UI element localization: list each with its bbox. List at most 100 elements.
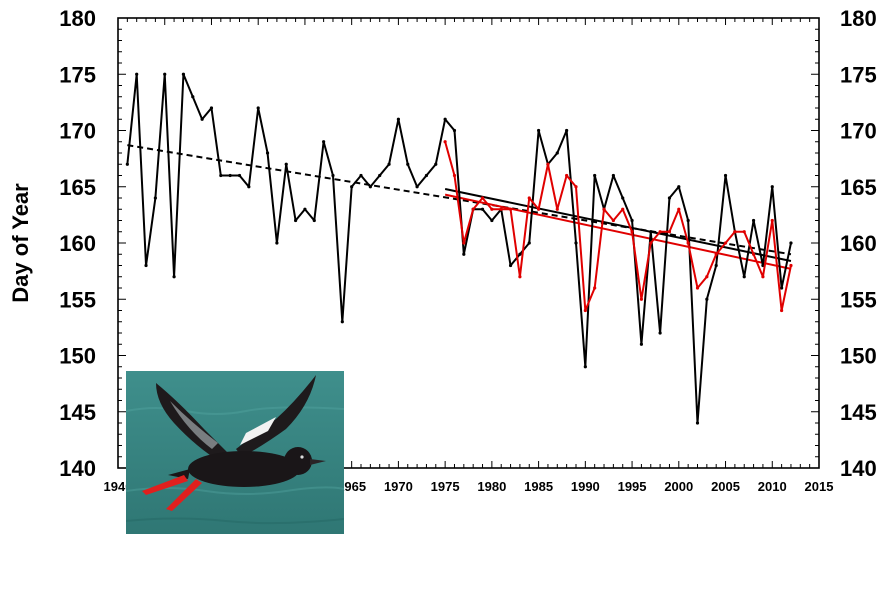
data-point-1 (649, 241, 653, 245)
data-point-1 (499, 207, 503, 211)
data-point-0 (135, 72, 139, 76)
y-tick-label: 180 (59, 6, 96, 31)
y-right-tick-label: 155 (840, 287, 877, 312)
data-point-1 (667, 230, 672, 234)
data-point-0 (331, 173, 335, 178)
data-point-1 (527, 196, 531, 200)
x-tick-label: 2015 (805, 479, 834, 494)
data-point-0 (621, 196, 625, 200)
y-tick-label: 175 (59, 62, 96, 87)
x-tick-label: 1990 (571, 479, 600, 494)
y-right-tick-label: 175 (840, 62, 877, 87)
data-point-0 (209, 106, 214, 110)
data-point-1 (593, 286, 597, 290)
y-right-tick-label: 140 (840, 456, 877, 481)
data-point-0 (611, 173, 615, 178)
trend-line-0 (127, 144, 792, 256)
data-point-1 (677, 207, 681, 211)
data-point-0 (723, 173, 728, 178)
data-point-1 (742, 230, 746, 234)
data-point-0 (434, 162, 438, 166)
data-point-1 (658, 230, 662, 234)
data-point-1 (714, 252, 718, 256)
y-right-tick-label: 150 (840, 344, 877, 369)
data-point-0 (490, 218, 494, 223)
series-layer (125, 72, 793, 425)
data-point-0 (303, 207, 307, 211)
data-point-0 (742, 275, 746, 279)
data-point-0 (593, 173, 597, 178)
x-tick-label: 1940 (104, 479, 133, 494)
data-point-1 (490, 207, 494, 211)
data-point-0 (359, 173, 363, 178)
data-point-0 (387, 162, 391, 166)
y-right-tick-label: 165 (840, 175, 877, 200)
data-point-0 (714, 263, 718, 268)
data-point-1 (686, 241, 690, 245)
data-point-1 (546, 162, 550, 166)
y-tick-label: 165 (59, 175, 96, 200)
data-point-0 (424, 173, 429, 178)
data-point-1 (695, 286, 700, 290)
data-point-0 (527, 241, 531, 245)
data-point-0 (649, 230, 653, 234)
data-point-1 (462, 241, 466, 245)
x-tick-label: 2000 (664, 479, 693, 494)
data-point-0 (415, 185, 419, 189)
black-guillemot-image (126, 371, 344, 534)
data-point-1 (621, 207, 625, 211)
x-tick-label: 1995 (618, 479, 647, 494)
data-point-0 (555, 151, 559, 155)
data-point-0 (163, 72, 167, 76)
y-right-tick-label: 160 (840, 231, 877, 256)
data-point-0 (639, 342, 644, 346)
data-point-1 (574, 185, 578, 189)
bird-photo (126, 371, 344, 534)
data-point-1 (611, 218, 615, 223)
data-point-1 (537, 207, 541, 211)
data-point-0 (443, 117, 447, 121)
data-point-0 (396, 117, 400, 121)
y-tick-label: 140 (59, 456, 96, 481)
data-point-1 (770, 218, 774, 223)
data-point-1 (780, 308, 784, 313)
x-tick-label: 1985 (524, 479, 553, 494)
series-line-1 (444, 141, 792, 312)
data-point-0 (378, 173, 382, 178)
data-point-0 (508, 263, 513, 268)
y-tick-label: 170 (59, 119, 96, 144)
data-point-0 (705, 297, 709, 301)
data-point-0 (406, 162, 410, 166)
x-tick-label: 1980 (477, 479, 506, 494)
data-point-0 (322, 140, 326, 144)
data-point-0 (368, 185, 372, 189)
data-point-1 (733, 230, 737, 234)
data-point-1 (583, 308, 587, 313)
data-point-1 (508, 207, 513, 211)
data-point-0 (462, 252, 466, 256)
y-tick-label: 150 (59, 344, 96, 369)
data-point-0 (537, 128, 541, 133)
data-point-1 (443, 140, 447, 144)
data-point-1 (639, 297, 644, 301)
data-point-0 (191, 95, 195, 99)
data-point-0 (518, 252, 522, 256)
y-tick-label: 160 (59, 231, 96, 256)
data-point-0 (293, 218, 298, 223)
data-point-0 (228, 173, 232, 178)
data-point-0 (312, 218, 316, 223)
trend-line-2 (444, 193, 792, 270)
data-point-0 (677, 185, 681, 189)
data-point-0 (247, 185, 251, 189)
data-point-0 (630, 218, 634, 223)
x-tick-label: 1975 (431, 479, 460, 494)
data-point-1 (480, 196, 485, 200)
data-point-1 (789, 263, 793, 268)
data-point-0 (789, 241, 793, 245)
data-point-1 (452, 173, 457, 178)
data-point-0 (667, 196, 672, 200)
data-point-0 (686, 218, 690, 223)
data-point-0 (144, 263, 148, 268)
